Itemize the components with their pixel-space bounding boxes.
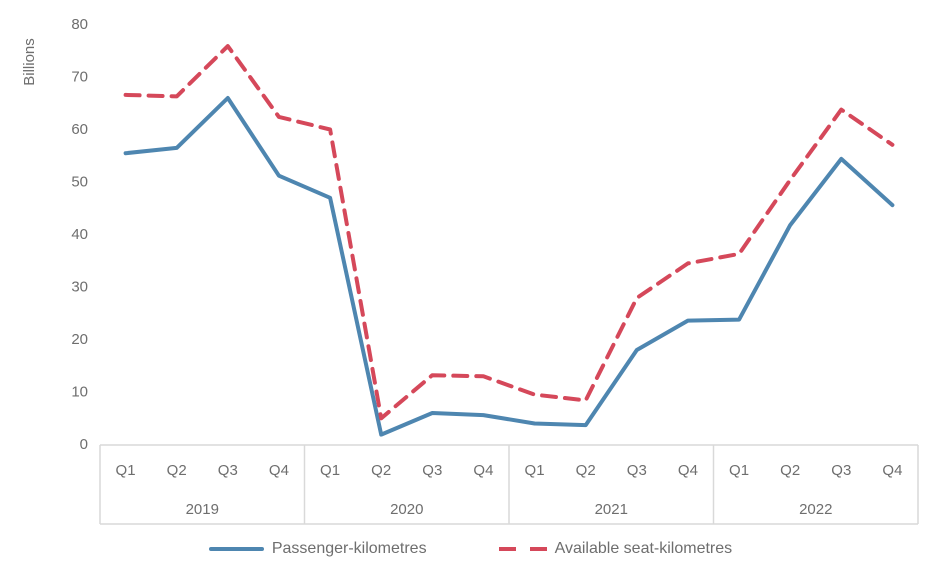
y-tick-label: 20 xyxy=(71,331,88,348)
series-line-passenger-kilometres xyxy=(123,96,895,437)
y-tick-label: 0 xyxy=(80,436,88,453)
y-tick-label: 10 xyxy=(71,384,88,401)
x-tick-label-quarter: Q3 xyxy=(422,462,442,479)
solid-line-swatch-icon xyxy=(208,547,264,551)
plot-area: 0 10 20 30 40 50 60 70 80 Q1 Q2 Q3 Q4 2019 Q1 Q2 Q3 Q4 202… xyxy=(71,16,919,525)
series-line-available-seat-kilometres xyxy=(123,44,895,421)
x-tick-label-year: 2020 xyxy=(390,501,423,518)
y-tick-label: 60 xyxy=(71,121,88,138)
y-axis-title: Billions xyxy=(21,38,38,86)
x-tick-label-quarter: Q4 xyxy=(473,462,493,479)
x-tick-label-quarter: Q2 xyxy=(780,462,800,479)
x-tick-label-year: 2022 xyxy=(799,501,832,518)
x-tick-label-year: 2019 xyxy=(186,501,219,518)
x-tick-label-year: 2021 xyxy=(595,501,628,518)
x-tick-label-quarter: Q1 xyxy=(116,462,136,479)
x-tick-label-quarter: Q4 xyxy=(678,462,698,479)
legend-item-passenger-kilometres: Passenger-kilometres xyxy=(208,540,427,558)
legend: Passenger-kilometres Available seat-kilo… xyxy=(0,540,941,558)
x-tick-label-quarter: Q2 xyxy=(167,462,187,479)
x-tick-label-quarter: Q1 xyxy=(729,462,749,479)
x-tick-label-quarter: Q1 xyxy=(320,462,340,479)
x-tick-label-quarter: Q4 xyxy=(882,462,902,479)
x-tick-label-quarter: Q3 xyxy=(627,462,647,479)
y-tick-label: 40 xyxy=(71,226,88,243)
legend-label-available-seat-kilometres: Available seat-kilometres xyxy=(554,540,733,557)
y-tick-label: 70 xyxy=(71,69,88,86)
legend-item-available-seat-kilometres: Available seat-kilometres xyxy=(498,540,733,558)
y-tick-label: 50 xyxy=(71,174,88,191)
x-tick-label-quarter: Q4 xyxy=(269,462,289,479)
x-tick-label-quarter: Q3 xyxy=(218,462,238,479)
y-tick-label: 80 xyxy=(71,16,88,33)
x-tick-label-quarter: Q2 xyxy=(371,462,391,479)
legend-label-passenger-kilometres: Passenger-kilometres xyxy=(271,540,427,557)
dashed-line-swatch-icon xyxy=(498,547,547,551)
x-tick-label-quarter: Q3 xyxy=(831,462,851,479)
x-tick-label-quarter: Q1 xyxy=(525,462,545,479)
x-tick-label-quarter: Q2 xyxy=(576,462,596,479)
y-tick-label: 30 xyxy=(71,279,88,296)
